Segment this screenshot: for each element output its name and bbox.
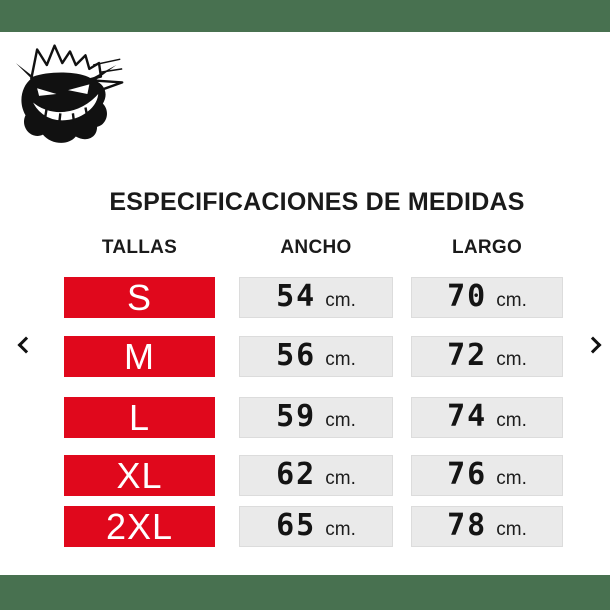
unit-label: cm. bbox=[496, 290, 527, 311]
ancho-number: 65 bbox=[276, 508, 317, 543]
page-title: ESPECIFICACIONES DE MEDIDAS bbox=[109, 188, 525, 216]
size-badge-2xl: 2XL bbox=[64, 506, 215, 547]
size-badge-l: L bbox=[64, 397, 215, 438]
unit-label: cm. bbox=[496, 519, 527, 540]
largo-number: 74 bbox=[447, 399, 488, 434]
unit-label: cm. bbox=[325, 410, 356, 431]
unit-label: cm. bbox=[325, 468, 356, 489]
ancho-value-l: 59 cm. bbox=[239, 397, 393, 438]
largo-value-m: 72 cm. bbox=[411, 336, 563, 377]
ancho-value-2xl: 65 cm. bbox=[239, 506, 393, 547]
unit-label: cm. bbox=[496, 468, 527, 489]
ancho-number: 54 bbox=[276, 279, 317, 314]
ancho-number: 62 bbox=[276, 457, 317, 492]
largo-value-xl: 76 cm. bbox=[411, 455, 563, 496]
unit-label: cm. bbox=[325, 519, 356, 540]
top-green-bar bbox=[0, 0, 610, 32]
ancho-value-m: 56 cm. bbox=[239, 336, 393, 377]
size-badge-s: S bbox=[64, 277, 215, 318]
unit-label: cm. bbox=[325, 290, 356, 311]
largo-value-s: 70 cm. bbox=[411, 277, 563, 318]
ancho-number: 59 bbox=[276, 399, 317, 434]
size-badge-xl: XL bbox=[64, 455, 215, 496]
largo-value-2xl: 78 cm. bbox=[411, 506, 563, 547]
largo-number: 72 bbox=[447, 338, 488, 373]
ancho-number: 56 bbox=[276, 338, 317, 373]
unit-label: cm. bbox=[496, 349, 527, 370]
carousel-prev-icon[interactable] bbox=[17, 336, 35, 354]
largo-value-l: 74 cm. bbox=[411, 397, 563, 438]
column-header-ancho: ANCHO bbox=[280, 237, 352, 258]
size-badge-m: M bbox=[64, 336, 215, 377]
largo-number: 76 bbox=[447, 457, 488, 492]
gengar-logo bbox=[12, 36, 128, 152]
ancho-value-s: 54 cm. bbox=[239, 277, 393, 318]
column-header-largo: LARGO bbox=[451, 237, 523, 258]
column-header-tallas: TALLAS bbox=[101, 237, 178, 258]
carousel-next-icon[interactable] bbox=[584, 336, 602, 354]
largo-number: 70 bbox=[447, 279, 488, 314]
unit-label: cm. bbox=[325, 349, 356, 370]
largo-number: 78 bbox=[447, 508, 488, 543]
bottom-green-bar bbox=[0, 575, 610, 610]
ancho-value-xl: 62 cm. bbox=[239, 455, 393, 496]
unit-label: cm. bbox=[496, 410, 527, 431]
